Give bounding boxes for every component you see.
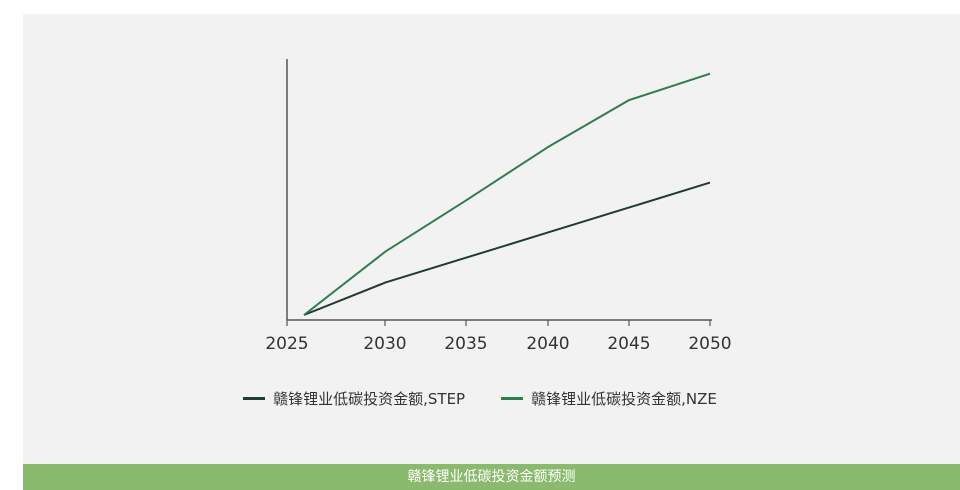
chart-legend: 赣锋锂业低碳投资金额,STEP 赣锋锂业低碳投资金额,NZE bbox=[0, 386, 960, 410]
series-line-step bbox=[303, 181, 711, 316]
chart-card bbox=[23, 14, 960, 464]
chart-x-tick-labels: 2025 2030 2035 2040 2045 2050 bbox=[265, 334, 731, 354]
x-tick-label-2050: 2050 bbox=[688, 334, 731, 354]
legend-swatch-nze bbox=[501, 396, 524, 400]
legend-item-nze: 赣锋锂业低碳投资金额,NZE bbox=[501, 388, 717, 409]
chart-caption-bar: 赣锋锂业低碳投资金额预测 bbox=[23, 464, 960, 490]
chart-caption: 赣锋锂业低碳投资金额预测 bbox=[407, 469, 576, 485]
x-tick-label-2040: 2040 bbox=[526, 334, 569, 354]
x-tick-label-2025: 2025 bbox=[265, 334, 308, 354]
legend-swatch-step bbox=[243, 396, 266, 400]
x-tick-label-2035: 2035 bbox=[444, 334, 487, 354]
legend-label-step: 赣锋锂业低碳投资金额,STEP bbox=[273, 389, 466, 408]
series-line-nze bbox=[303, 72, 711, 316]
chart-series-lines bbox=[303, 72, 711, 316]
legend-item-step: 赣锋锂业低碳投资金额,STEP bbox=[243, 388, 465, 409]
chart-axes bbox=[286, 59, 712, 326]
legend-label-nze: 赣锋锂业低碳投资金额,NZE bbox=[531, 389, 717, 408]
x-tick-label-2030: 2030 bbox=[363, 334, 406, 354]
x-tick-label-2045: 2045 bbox=[607, 334, 650, 354]
